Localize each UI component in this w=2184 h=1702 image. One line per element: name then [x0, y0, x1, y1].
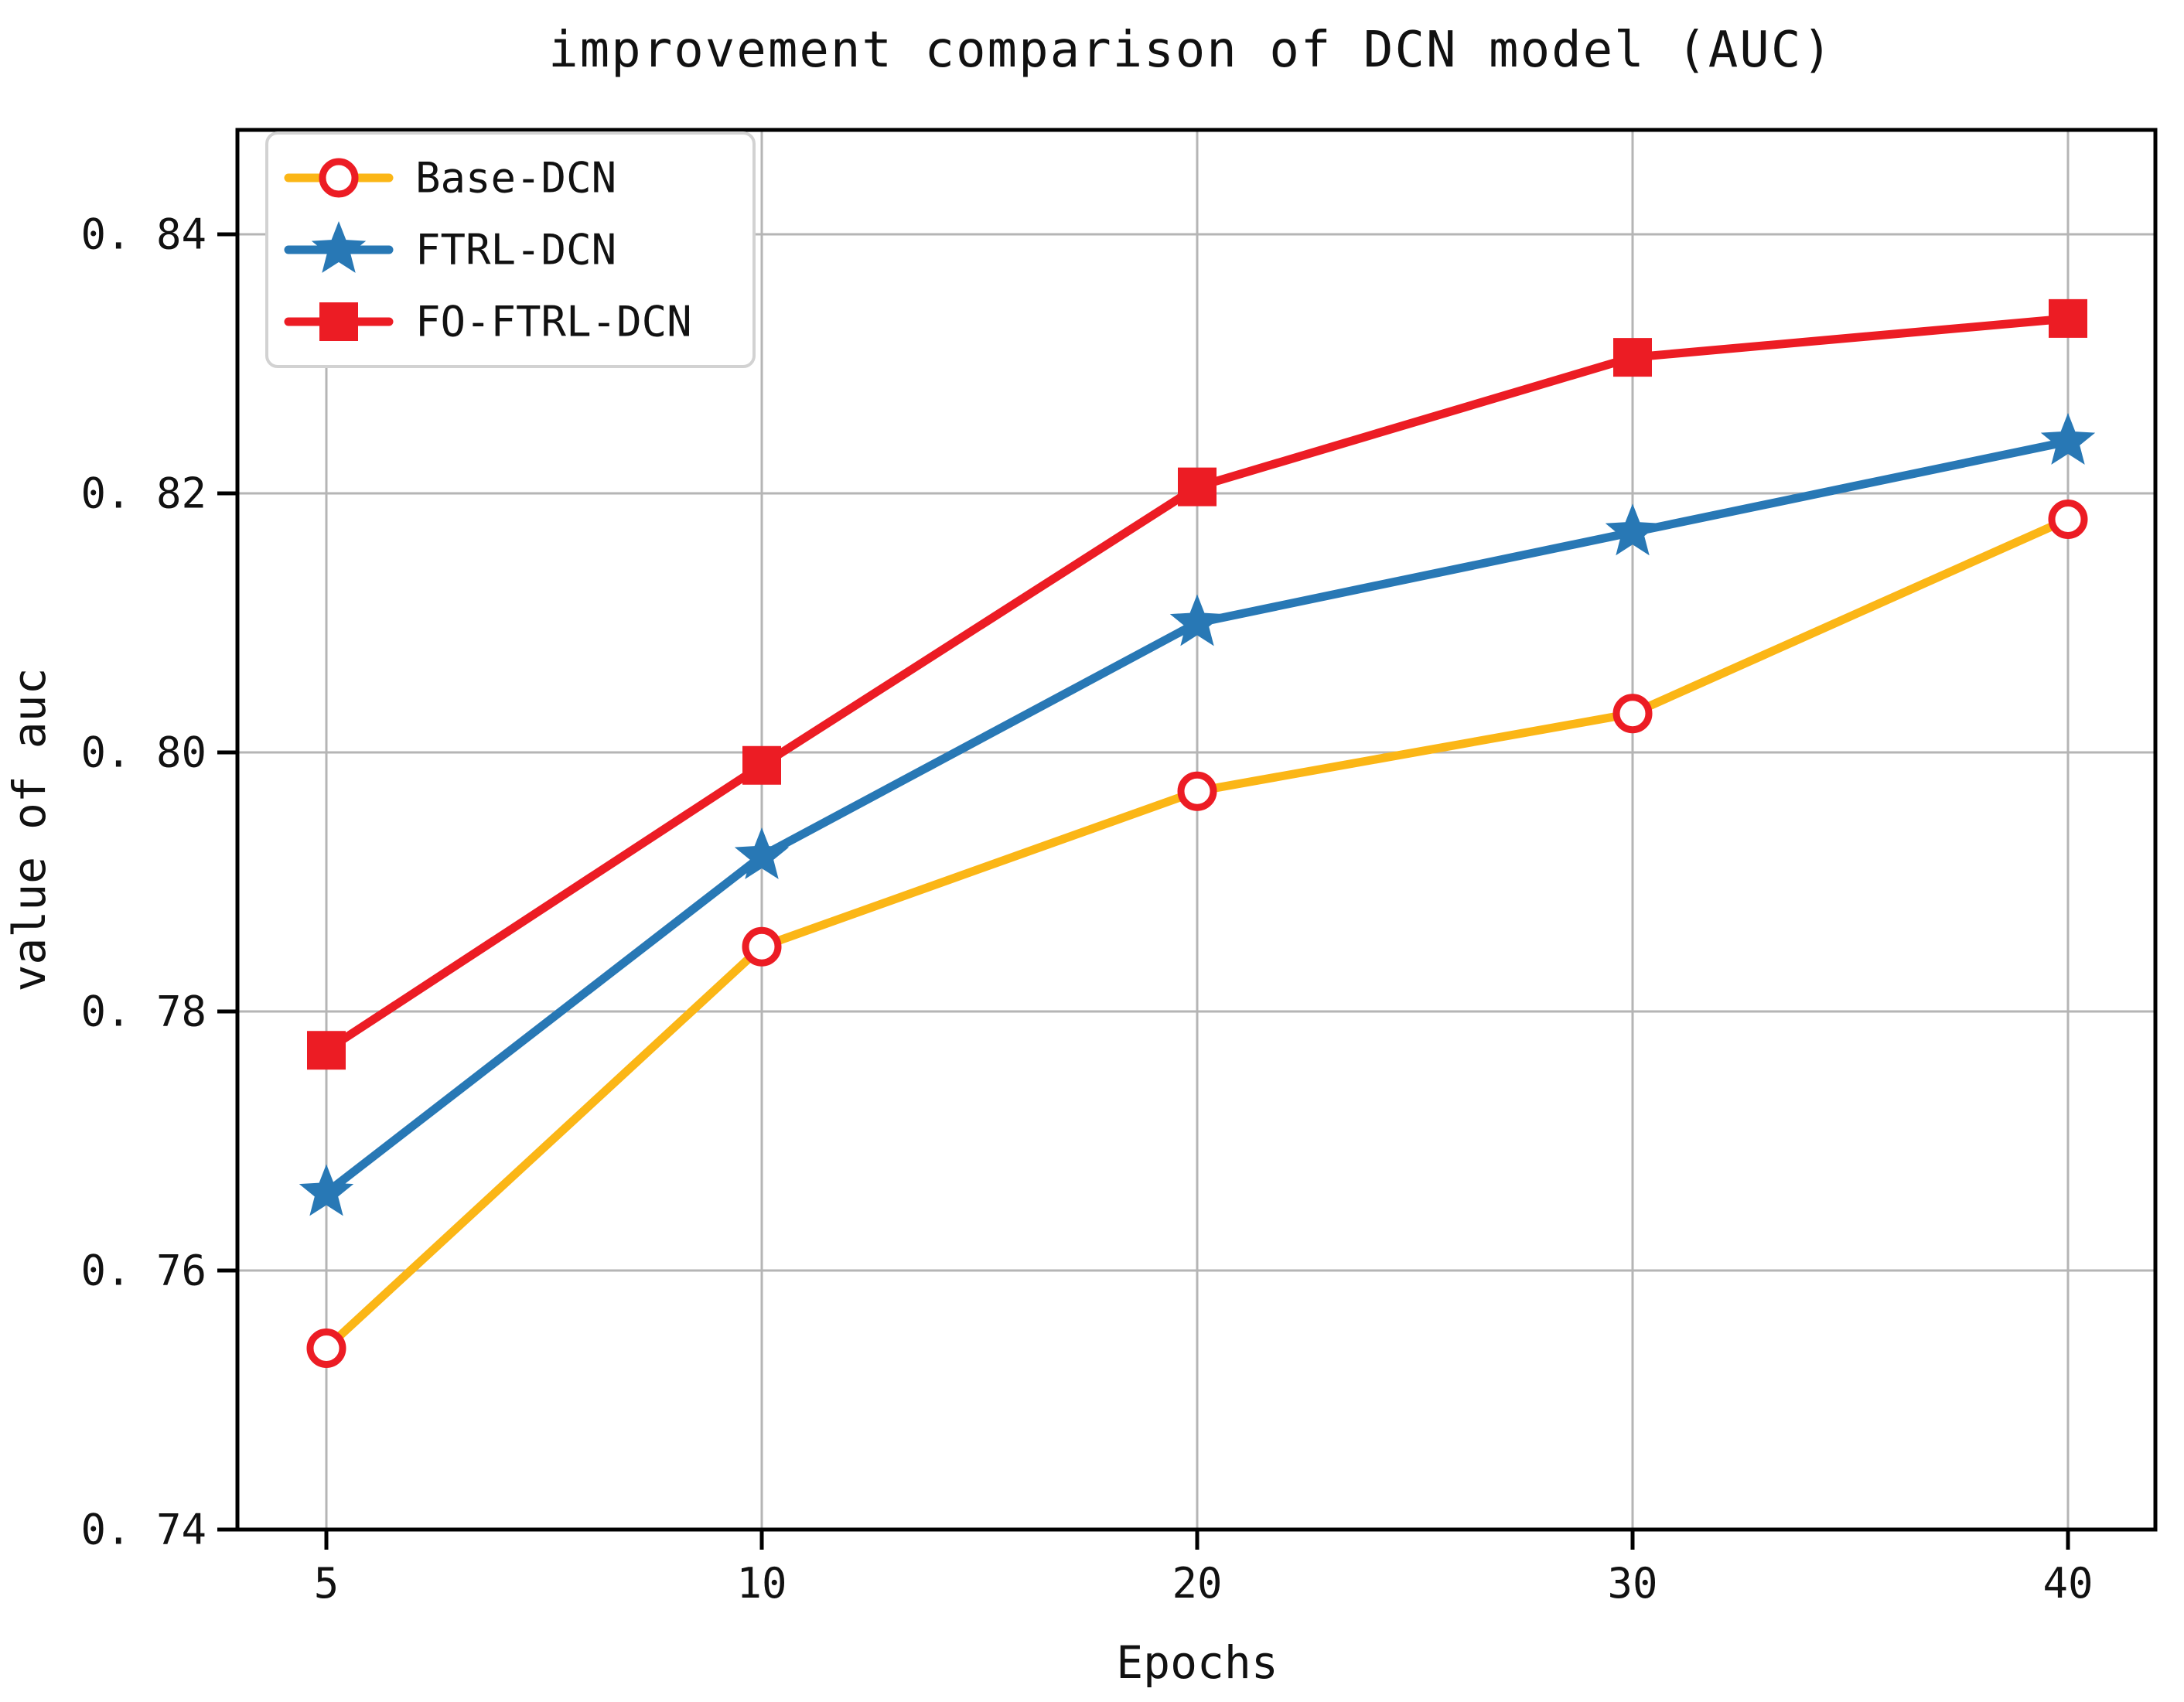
x-tick-label: 10 [736, 1559, 787, 1608]
series-layer [299, 298, 2096, 1368]
marker-open-circle [742, 926, 782, 967]
y-axis-label: value of auc [3, 667, 56, 991]
marker-square [307, 1031, 346, 1070]
x-tick-label: 5 [314, 1559, 340, 1608]
marker-open-circle [306, 1329, 346, 1368]
marker-star [734, 827, 790, 879]
marker-square [742, 745, 781, 785]
marker-open-circle [1612, 694, 1653, 734]
marker-open-circle [319, 158, 359, 198]
marker-square [2049, 298, 2087, 338]
x-tick-label: 20 [1172, 1559, 1222, 1608]
y-tick-label: 0. 84 [80, 210, 206, 259]
y-tick-label: 0. 76 [80, 1247, 206, 1295]
x-axis-label: Epochs [1116, 1636, 1278, 1689]
legend-label-Base-DCN: Base-DCN [415, 154, 616, 203]
legend-label-FTRL-DCN: FTRL-DCN [415, 226, 616, 275]
x-tick-label: 30 [1607, 1559, 1657, 1608]
y-tick-label: 0. 82 [80, 469, 206, 518]
tick-layer: 0. 74 0. 76 0. 78 0. 80 0. 82 0. 84 5 10 20 30 40 [80, 210, 2093, 1608]
marker-square [1613, 338, 1652, 377]
marker-star [1169, 594, 1225, 646]
legend: Base-DCN FTRL-DCN FO-FTRL-DCN [265, 131, 756, 368]
legend-box [265, 131, 756, 368]
legend-label-FO-FTRL-DCN: FO-FTRL-DCN [415, 298, 692, 346]
chart-title: improvement comparison of DCN model (AUC… [548, 22, 1834, 79]
marker-square [1178, 467, 1217, 507]
marker-star [2040, 413, 2096, 465]
marker-star [299, 1164, 354, 1216]
marker-star [1605, 503, 1660, 556]
marker-square [319, 302, 358, 341]
y-tick-label: 0. 78 [80, 987, 206, 1036]
marker-open-circle [1177, 771, 1217, 811]
x-tick-label: 40 [2042, 1559, 2093, 1608]
marker-open-circle [2048, 500, 2088, 539]
marker-star [311, 221, 367, 273]
y-tick-label: 0. 80 [80, 728, 206, 777]
y-tick-label: 0. 74 [80, 1506, 206, 1554]
